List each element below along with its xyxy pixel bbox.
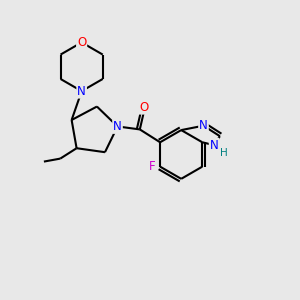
Text: O: O bbox=[77, 36, 86, 49]
Text: N: N bbox=[210, 139, 218, 152]
Text: N: N bbox=[113, 120, 122, 133]
Text: N: N bbox=[199, 119, 208, 132]
Text: F: F bbox=[148, 160, 155, 173]
Text: O: O bbox=[140, 100, 149, 114]
Text: H: H bbox=[220, 148, 227, 158]
Text: N: N bbox=[77, 85, 86, 98]
